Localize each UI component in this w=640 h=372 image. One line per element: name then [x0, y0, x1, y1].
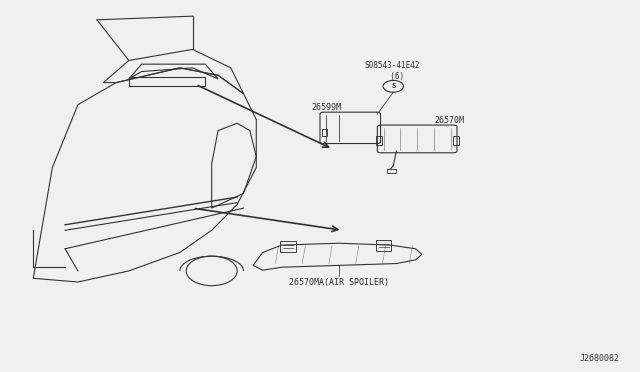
- Bar: [322, 129, 327, 136]
- Text: 26570MA(AIR SPOILER): 26570MA(AIR SPOILER): [289, 278, 389, 287]
- Text: J2680082: J2680082: [579, 354, 620, 363]
- Bar: [129, 77, 205, 86]
- Bar: [452, 136, 459, 145]
- Text: 26570M: 26570M: [435, 116, 465, 125]
- Bar: [387, 169, 396, 173]
- Text: S: S: [391, 83, 396, 89]
- Text: S08543-41E42
  (6): S08543-41E42 (6): [365, 61, 420, 81]
- Bar: [280, 241, 296, 252]
- Bar: [376, 240, 392, 251]
- Bar: [376, 136, 383, 145]
- Text: 26599M: 26599M: [312, 103, 341, 112]
